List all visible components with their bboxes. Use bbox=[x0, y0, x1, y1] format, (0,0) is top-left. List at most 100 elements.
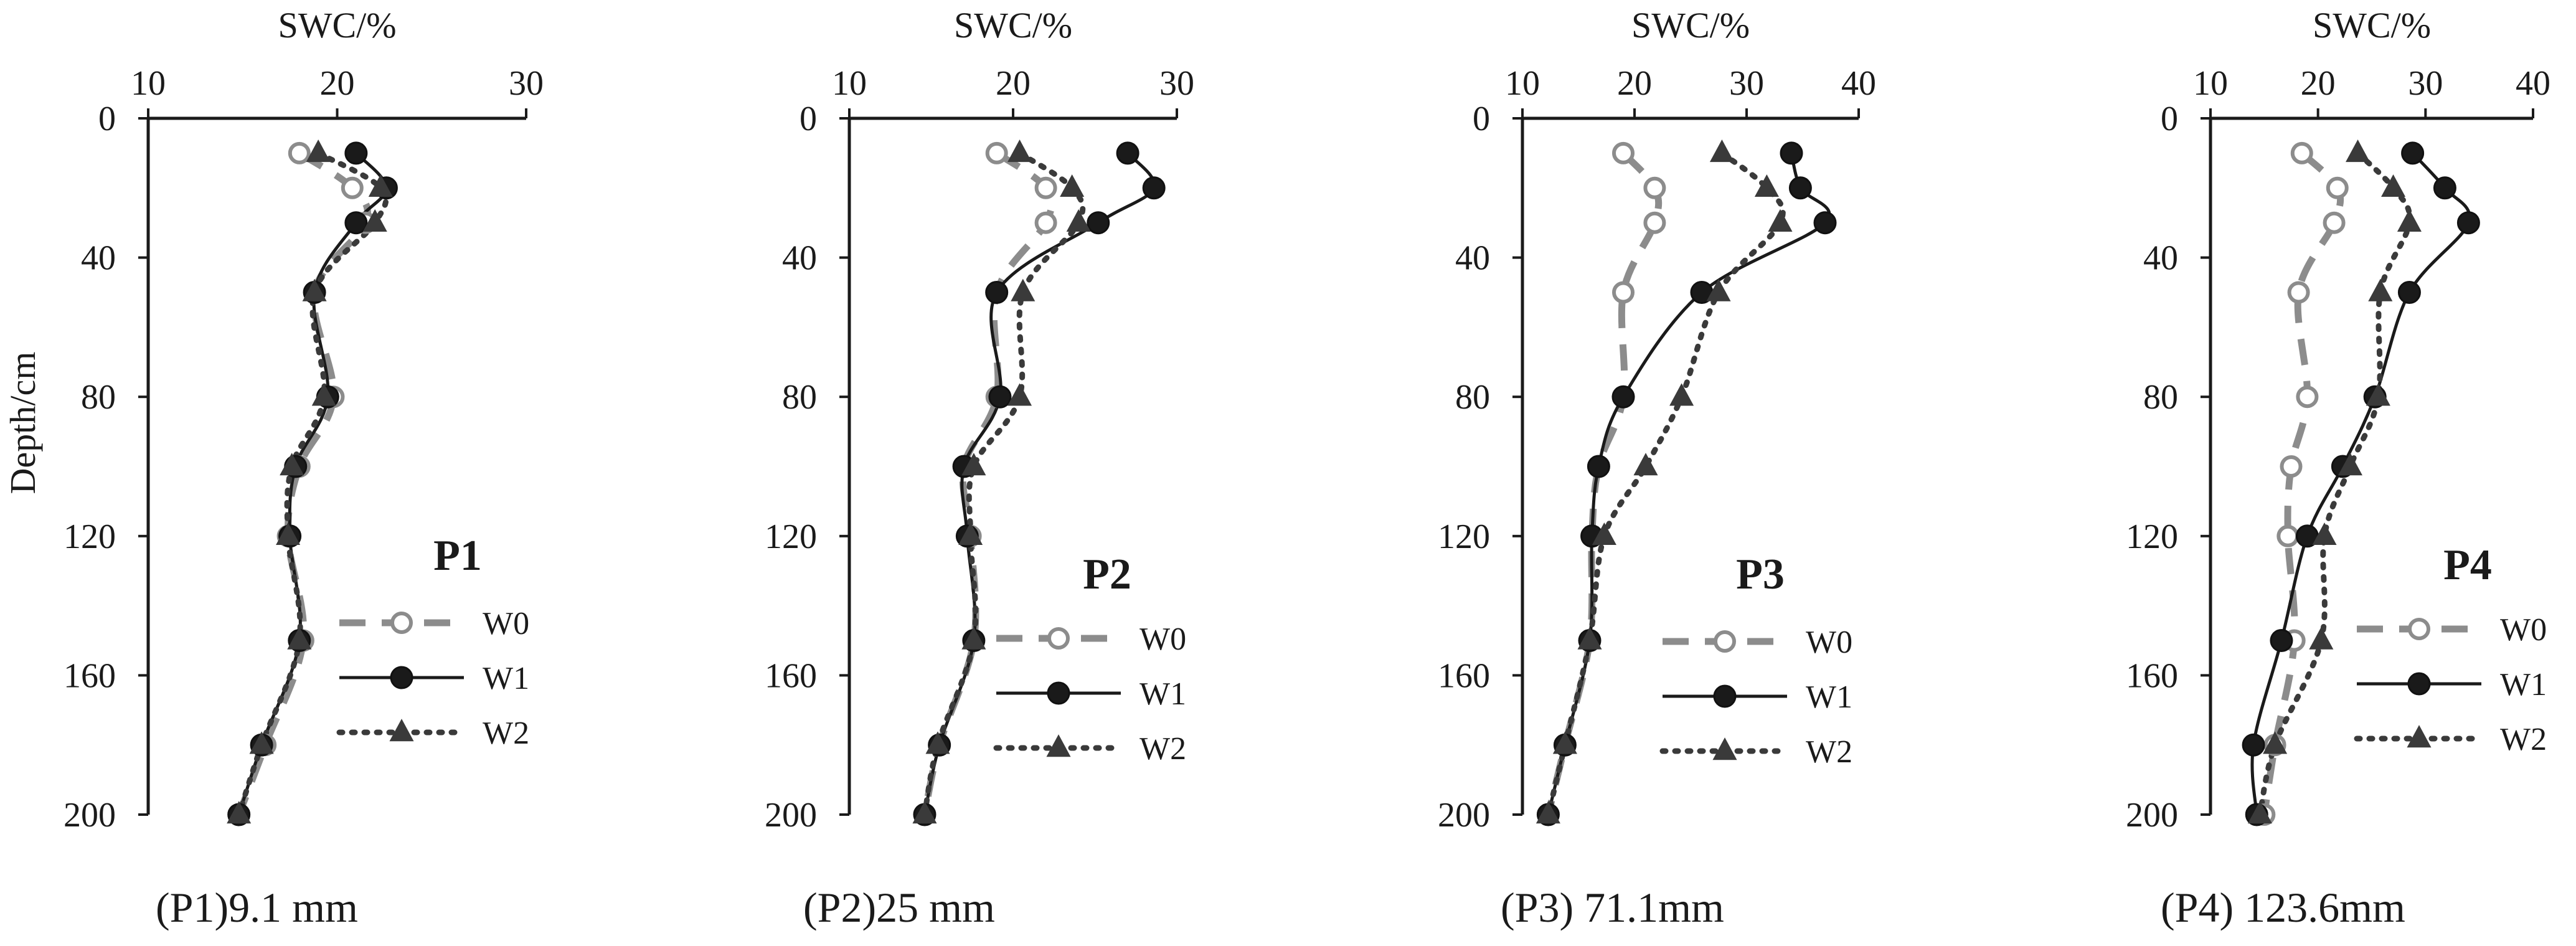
series-line-w2 bbox=[922, 150, 1086, 818]
data-point-w1 bbox=[985, 281, 1009, 304]
data-point-w2 bbox=[362, 209, 387, 232]
legend: W0 W1 W2 bbox=[1659, 625, 1852, 770]
data-point-w2 bbox=[1669, 383, 1694, 406]
data-point-w1 bbox=[2242, 733, 2265, 757]
data-point-w0 bbox=[1643, 176, 1666, 199]
y-tick-label: 40 bbox=[2143, 239, 2178, 278]
legend-label-w0: W0 bbox=[483, 606, 529, 641]
data-point-w1 bbox=[2397, 281, 2421, 304]
y-tick-label: 40 bbox=[1455, 239, 1490, 278]
data-point-w2 bbox=[2346, 140, 2371, 163]
data-point-w2 bbox=[925, 731, 950, 754]
legend-marker-w2 bbox=[1046, 734, 1071, 757]
panel-p3: 10 20 30 40 SWC/% 0 40 80 120 160 200 P3 W0 W1 W2 (P3) … bbox=[1438, 5, 1876, 931]
data-point-w1 bbox=[1611, 385, 1635, 409]
x-tick-label: 30 bbox=[1729, 64, 1764, 103]
data-point-w2 bbox=[280, 453, 304, 476]
data-point-w0 bbox=[2280, 455, 2303, 478]
y-tick-label: 120 bbox=[1438, 518, 1490, 556]
x-tick-label: 40 bbox=[2516, 64, 2550, 103]
data-point-w1 bbox=[2456, 211, 2480, 235]
data-point-w1 bbox=[988, 385, 1012, 409]
x-axis-title: SWC/% bbox=[278, 5, 396, 45]
series-line-w1 bbox=[2250, 152, 2471, 815]
panel-caption: (P1)9.1 mm bbox=[156, 884, 358, 931]
y-tick-label: 200 bbox=[765, 796, 817, 835]
legend-marker-w2 bbox=[1712, 737, 1737, 760]
data-point-w2 bbox=[961, 627, 986, 650]
data-point-w0 bbox=[2323, 211, 2346, 234]
y-tick-label: 160 bbox=[1438, 656, 1490, 695]
y-tick-label: 160 bbox=[64, 656, 116, 695]
legend-label-w1: W1 bbox=[1806, 679, 1852, 715]
legend-label-w1: W1 bbox=[2500, 667, 2547, 702]
data-point-w0 bbox=[2296, 385, 2319, 409]
y-tick-label: 200 bbox=[64, 796, 116, 835]
series-line-w1 bbox=[923, 152, 1156, 815]
x-tick-label: 20 bbox=[1617, 64, 1652, 103]
legend-marker-w2 bbox=[389, 719, 414, 742]
x-tick-label: 30 bbox=[509, 64, 544, 103]
legend-marker-w0 bbox=[1047, 627, 1070, 650]
data-point-w0 bbox=[2287, 281, 2310, 304]
legend-label-w0: W0 bbox=[2500, 612, 2547, 648]
legend-marker-w1 bbox=[1713, 684, 1737, 708]
data-point-w0 bbox=[1034, 176, 1057, 199]
panel-caption: (P4) 123.6mm bbox=[2161, 884, 2405, 931]
y-tick-label: 120 bbox=[765, 518, 817, 556]
y-tick-label: 120 bbox=[2126, 518, 2178, 556]
legend-marker-w1 bbox=[390, 666, 413, 689]
x-tick-label: 10 bbox=[832, 64, 867, 103]
data-point-w2 bbox=[1011, 278, 1036, 301]
legend-label-w1: W1 bbox=[483, 661, 529, 696]
data-point-w2 bbox=[227, 801, 252, 824]
data-point-w2 bbox=[2312, 522, 2337, 546]
y-tick-label: 120 bbox=[64, 518, 116, 556]
legend-marker-w0 bbox=[390, 612, 413, 634]
data-point-w2 bbox=[958, 522, 983, 546]
legend: W0 W1 W2 bbox=[336, 606, 529, 751]
data-point-w1 bbox=[1087, 211, 1110, 235]
legend-label-w2: W2 bbox=[2500, 722, 2547, 757]
x-axis-title: SWC/% bbox=[954, 5, 1072, 45]
data-point-w0 bbox=[2276, 524, 2300, 547]
x-tick-label: 10 bbox=[1505, 64, 1540, 103]
legend-marker-w2 bbox=[2407, 725, 2432, 748]
data-point-w1 bbox=[1813, 211, 1837, 235]
data-point-w2 bbox=[2338, 453, 2362, 476]
data-point-w0 bbox=[1612, 281, 1635, 304]
data-point-w1 bbox=[1780, 141, 1803, 165]
data-point-w0 bbox=[1643, 211, 1666, 234]
y-tick-label: 160 bbox=[2126, 656, 2178, 695]
y-tick-label: 0 bbox=[1473, 100, 1490, 138]
data-point-w1 bbox=[2433, 176, 2456, 200]
data-point-w1 bbox=[2270, 629, 2293, 652]
data-point-w2 bbox=[912, 801, 937, 824]
data-point-w2 bbox=[1754, 174, 1779, 197]
panel-p1: 10 20 30SWC/%04080120160200Depth/cmP1W0W1W… bbox=[2, 5, 544, 931]
panel-title: P4 bbox=[2443, 541, 2492, 589]
y-tick-label: 200 bbox=[2126, 796, 2178, 835]
data-point-w2 bbox=[1592, 522, 1616, 546]
legend: W0 W1 W2 bbox=[993, 622, 1186, 767]
series-line-w1 bbox=[237, 152, 388, 815]
data-point-w2 bbox=[1007, 140, 1032, 163]
data-point-w0 bbox=[985, 141, 1008, 164]
data-point-w0 bbox=[341, 176, 364, 199]
legend-marker-w1 bbox=[1047, 681, 1070, 705]
y-tick-label: 80 bbox=[1455, 378, 1490, 417]
data-point-w1 bbox=[1788, 176, 1812, 200]
data-point-w1 bbox=[1587, 455, 1610, 478]
legend: W0 W1 W2 bbox=[2354, 612, 2547, 757]
data-point-w1 bbox=[1116, 141, 1139, 165]
panel-title: P3 bbox=[1736, 551, 1785, 598]
y-tick-label: 80 bbox=[782, 378, 817, 417]
data-point-w2 bbox=[287, 627, 312, 650]
x-tick-label: 10 bbox=[2193, 64, 2228, 103]
data-point-w1 bbox=[344, 211, 368, 235]
panel-title: P1 bbox=[433, 532, 482, 580]
legend-marker-w1 bbox=[2407, 672, 2431, 696]
x-axis-title: SWC/% bbox=[1631, 5, 1750, 45]
